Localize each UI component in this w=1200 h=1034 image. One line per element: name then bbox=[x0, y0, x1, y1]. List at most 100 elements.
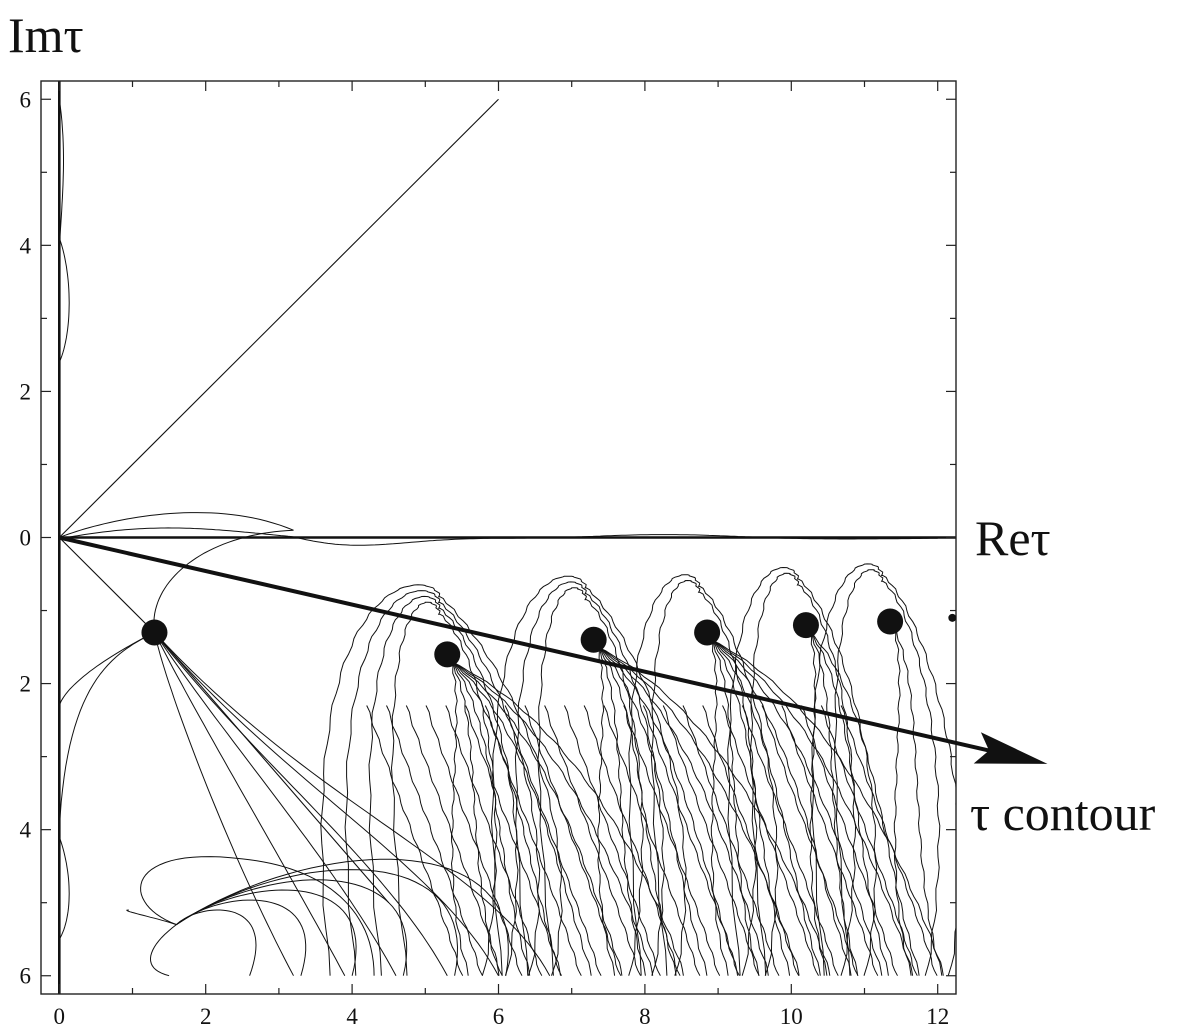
saddle-fan-1 bbox=[154, 632, 294, 976]
dense-line bbox=[642, 705, 740, 976]
dense-line bbox=[820, 705, 918, 976]
lower-branch bbox=[149, 924, 177, 977]
saddle-lobe bbox=[811, 563, 956, 976]
saddle-fan bbox=[710, 639, 760, 976]
saddle-lobe bbox=[628, 574, 779, 976]
axis-wiggle bbox=[58, 237, 70, 363]
saddle-fan-1 bbox=[154, 632, 397, 976]
saddle-fan bbox=[893, 628, 912, 976]
x-tick-label: 10 bbox=[780, 1004, 803, 1029]
saddle-fan bbox=[596, 646, 677, 976]
axis-wiggle bbox=[58, 836, 70, 940]
saddle-lobe bbox=[368, 595, 519, 976]
ticks bbox=[41, 81, 956, 994]
dense-line bbox=[722, 705, 819, 976]
saddle-point-marker bbox=[580, 626, 607, 653]
saddle-fan bbox=[450, 661, 500, 976]
dense-line bbox=[524, 705, 622, 976]
tau-contour bbox=[58, 535, 1048, 764]
saddle-fan bbox=[710, 639, 852, 976]
saddle-fan bbox=[597, 646, 800, 976]
dense-line bbox=[662, 705, 760, 976]
x-tick-label: 12 bbox=[926, 1004, 949, 1029]
saddle-lobe bbox=[320, 584, 563, 976]
saddle-fan bbox=[596, 646, 616, 976]
saddle-fan-1 bbox=[154, 632, 346, 976]
contour-arrow-head bbox=[973, 732, 1048, 764]
saddle-loop-1 bbox=[59, 512, 294, 633]
dense-line bbox=[445, 705, 543, 976]
lower-fan bbox=[176, 889, 357, 976]
saddle-fan bbox=[597, 646, 831, 976]
dense-line bbox=[781, 705, 879, 976]
saddle-fan bbox=[450, 661, 531, 976]
saddle-point-marker bbox=[877, 608, 904, 635]
saddle-lobe bbox=[727, 566, 878, 976]
saddle-fan bbox=[809, 632, 920, 976]
x-tick-label: 6 bbox=[493, 1004, 505, 1029]
x-tick-label: 0 bbox=[54, 1004, 66, 1029]
saddle-fan bbox=[450, 661, 592, 976]
saddle-fan bbox=[893, 628, 943, 976]
saddle-lobe bbox=[514, 581, 665, 976]
y-tick-label: 2 bbox=[20, 672, 32, 697]
x-tick-label: 4 bbox=[346, 1004, 358, 1029]
y-tick-label: 4 bbox=[20, 818, 32, 843]
lower-fan bbox=[176, 869, 459, 976]
saddle-fan bbox=[809, 632, 889, 976]
saddle-lobe bbox=[833, 569, 941, 976]
lower-fan bbox=[176, 858, 509, 976]
saddle-fan bbox=[596, 646, 708, 976]
dense-line bbox=[801, 705, 898, 976]
y-tick-label: 0 bbox=[20, 526, 32, 551]
dense-line bbox=[702, 705, 800, 976]
dense-line bbox=[623, 705, 721, 976]
saddle-point-marker bbox=[792, 612, 819, 639]
contour-label: τ contour bbox=[970, 785, 1156, 841]
saddle-lobe bbox=[490, 575, 687, 976]
saddle-point-marker bbox=[141, 619, 168, 646]
dense-line bbox=[504, 705, 602, 976]
y-tick-label: 6 bbox=[20, 964, 32, 989]
steepest-descent-curves bbox=[58, 98, 956, 977]
saddle-fan bbox=[710, 639, 821, 976]
dense-line bbox=[761, 705, 859, 976]
dense-line bbox=[603, 705, 701, 976]
dense-line bbox=[563, 705, 661, 976]
dense-line bbox=[465, 705, 562, 976]
saddle-fan bbox=[809, 632, 828, 976]
saddle-point-marker bbox=[434, 641, 461, 668]
saddle-fan bbox=[710, 639, 729, 976]
x-tick-label: 8 bbox=[639, 1004, 651, 1029]
lower-fan bbox=[176, 879, 408, 976]
saddle-fan bbox=[450, 661, 684, 976]
dense-line bbox=[840, 705, 938, 976]
y-tick-label: 4 bbox=[20, 233, 32, 258]
saddle-fan bbox=[450, 661, 469, 976]
saddle-fan bbox=[710, 639, 791, 976]
saddle-point-marker bbox=[694, 619, 721, 646]
lower-branch bbox=[126, 909, 177, 926]
dense-line bbox=[583, 705, 681, 976]
x-tick-label: 2 bbox=[200, 1004, 212, 1029]
dense-line bbox=[386, 705, 483, 976]
saddle-lobe bbox=[344, 590, 541, 976]
saddle-fan bbox=[596, 646, 646, 976]
partial-marker bbox=[948, 613, 957, 622]
dense-line bbox=[405, 705, 503, 976]
dense-line bbox=[741, 705, 839, 976]
x-axis-label: Reτ bbox=[975, 510, 1051, 566]
y-tick-label: 2 bbox=[20, 379, 32, 404]
dense-line bbox=[544, 705, 642, 976]
saddle-fan-1 bbox=[154, 632, 499, 976]
saddle-fan bbox=[597, 646, 769, 976]
diagonal-line bbox=[58, 98, 499, 538]
lower-loop bbox=[140, 856, 375, 976]
saddle-branch bbox=[58, 632, 155, 830]
dense-line bbox=[425, 705, 523, 976]
y-tick-label: 6 bbox=[20, 87, 32, 112]
dense-line bbox=[682, 705, 780, 976]
saddle-fan-1 bbox=[154, 632, 551, 976]
tick-labels: 0 2 4 6 8 10 12 6 4 2 0 2 4 6 bbox=[20, 87, 950, 1029]
